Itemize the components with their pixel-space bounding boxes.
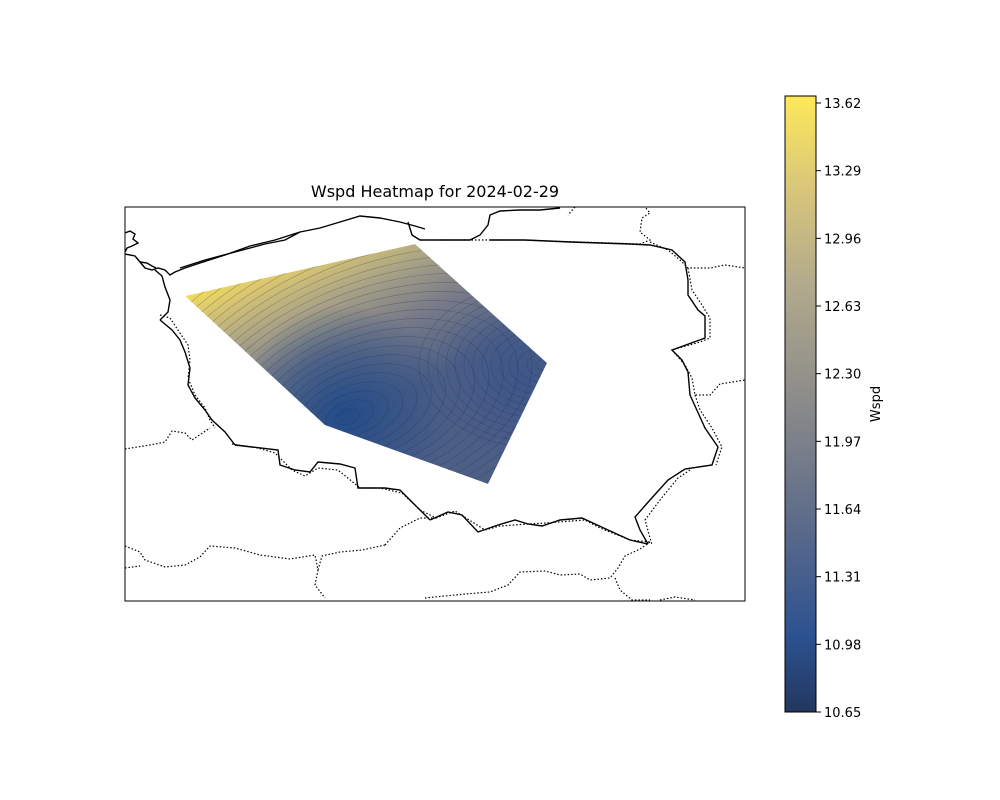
colorbar-tick-label: 10.98 (824, 638, 861, 653)
map-frame (124, 206, 746, 602)
map-layers (125, 207, 745, 601)
colorbar-tick-label: 10.65 (824, 706, 861, 721)
contour-line (185, 244, 547, 484)
coastline (125, 207, 719, 545)
colorbar-tick-label: 11.97 (824, 435, 861, 450)
chart-title: Wspd Heatmap for 2024-02-29 (311, 182, 559, 201)
colorbar-tick-label: 12.30 (824, 368, 861, 383)
colorbar-gradient (784, 95, 817, 713)
contour-line (335, 408, 360, 425)
colorbar: 13.62 13.29 12.96 12.63 12.30 11.97 11.64 11.31… (784, 95, 884, 721)
contour-line (325, 399, 375, 432)
colorbar-tick-label: 13.29 (824, 165, 861, 180)
colorbar-tick-label: 12.96 (824, 232, 861, 247)
colorbar-tick-label: 11.64 (824, 503, 861, 518)
contour-line (185, 245, 547, 484)
colorbar-label: Wspd (869, 386, 884, 422)
contour-line (185, 254, 547, 484)
colorbar-ticks: 13.62 13.29 12.96 12.63 12.30 11.97 11.64 11.31… (816, 97, 861, 721)
colorbar-tick-label: 11.31 (824, 571, 861, 586)
colorbar-tick-label: 12.63 (824, 300, 861, 315)
colorbar-tick-label: 13.62 (824, 97, 861, 112)
